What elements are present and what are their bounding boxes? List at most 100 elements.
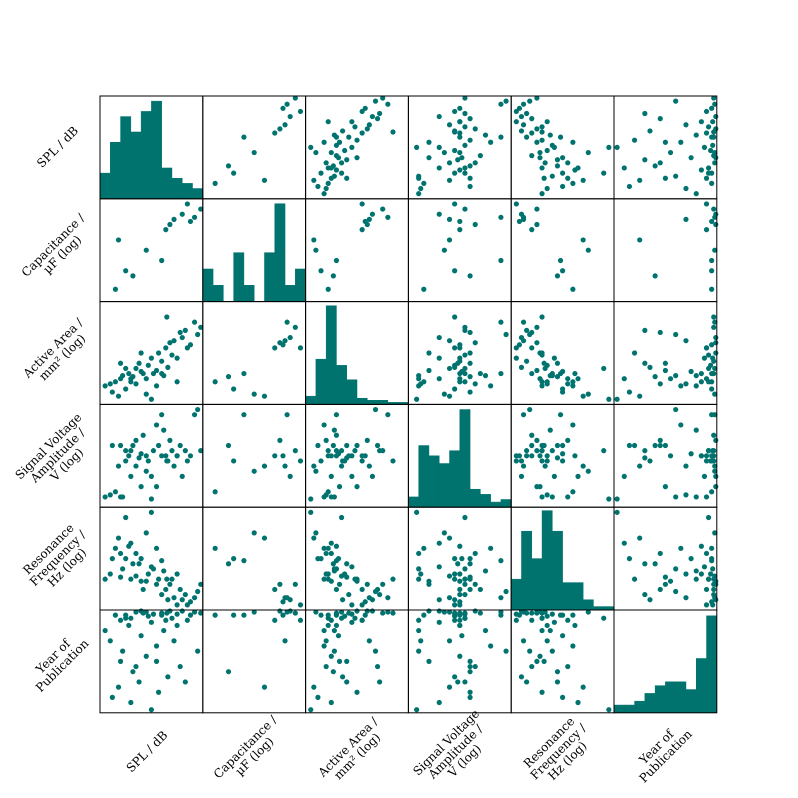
scatter-point bbox=[369, 597, 376, 603]
scatter-point bbox=[308, 144, 314, 150]
scatter-point bbox=[678, 383, 684, 389]
scatter-point bbox=[462, 591, 468, 598]
scatter-point bbox=[539, 191, 545, 197]
scatter-point bbox=[416, 373, 422, 379]
scatter-point bbox=[467, 561, 473, 567]
scatter-point bbox=[452, 129, 458, 135]
scatter-point bbox=[352, 124, 358, 130]
scatter-point bbox=[153, 383, 160, 389]
scatter-point bbox=[436, 540, 442, 546]
scatter-point bbox=[308, 707, 314, 713]
scatter-point bbox=[174, 602, 180, 608]
scatter-point bbox=[709, 257, 715, 264]
scatter-point bbox=[436, 597, 442, 603]
scatter-point bbox=[539, 448, 545, 454]
scatter-point bbox=[529, 130, 535, 136]
scatter-point bbox=[446, 684, 453, 690]
histogram-bar bbox=[336, 365, 347, 405]
histogram-bar bbox=[695, 658, 707, 714]
scatter-point bbox=[380, 448, 386, 454]
scatter-point bbox=[621, 376, 627, 382]
scatter-point bbox=[369, 608, 376, 614]
scatter-point bbox=[711, 432, 717, 438]
scatter-point bbox=[308, 496, 314, 502]
scatter-point bbox=[488, 383, 494, 389]
scatter-point bbox=[161, 568, 167, 574]
scatter-point bbox=[328, 578, 334, 584]
scatter-point bbox=[313, 247, 319, 253]
scatter-point bbox=[713, 484, 719, 490]
scatter-point bbox=[667, 149, 674, 156]
scatter-point bbox=[539, 615, 545, 621]
scatter-point bbox=[282, 638, 288, 644]
scatter-point bbox=[570, 422, 576, 428]
scatter-point bbox=[637, 393, 643, 399]
scatter-point bbox=[117, 442, 124, 449]
scatter-point bbox=[128, 376, 134, 382]
scatter-point bbox=[472, 340, 478, 346]
scatter-point bbox=[631, 576, 638, 582]
scatter-point bbox=[467, 183, 473, 190]
histogram-bar bbox=[480, 494, 491, 508]
scatter-point bbox=[414, 509, 420, 515]
scatter-point bbox=[472, 663, 478, 670]
scatter-point bbox=[184, 617, 190, 623]
scatter-point bbox=[713, 113, 719, 120]
scatter-point bbox=[225, 669, 232, 675]
scatter-point bbox=[673, 173, 679, 179]
histogram-bar bbox=[264, 252, 276, 302]
histogram-bar bbox=[233, 252, 245, 302]
scatter-point bbox=[333, 167, 340, 173]
scatter-point bbox=[167, 221, 173, 228]
scatter-point bbox=[130, 442, 136, 449]
scatter-point bbox=[126, 453, 132, 459]
scatter-point bbox=[712, 319, 718, 325]
scatter-point bbox=[626, 556, 633, 562]
histogram-bar bbox=[274, 203, 286, 302]
scatter-point bbox=[292, 324, 298, 330]
scatter-point bbox=[313, 468, 319, 474]
scatter-point bbox=[710, 119, 716, 125]
histogram-bar bbox=[367, 400, 378, 405]
scatter-point bbox=[261, 535, 268, 541]
scatter-point bbox=[498, 257, 504, 264]
histogram-bar bbox=[181, 183, 193, 200]
scatter-point bbox=[138, 484, 144, 490]
scatter-point bbox=[359, 458, 365, 464]
scatter-point bbox=[441, 149, 447, 156]
scatter-point bbox=[174, 571, 180, 577]
scatter-point bbox=[570, 180, 576, 186]
scatter-point bbox=[652, 374, 658, 380]
scatter-point bbox=[446, 160, 453, 166]
scatter-point bbox=[352, 615, 358, 621]
scatter-point bbox=[169, 448, 175, 454]
scatter-point bbox=[575, 699, 581, 706]
scatter-point bbox=[713, 350, 719, 356]
scatter-point bbox=[179, 211, 185, 217]
scatter-point bbox=[333, 586, 340, 593]
scatter-point bbox=[198, 448, 204, 454]
scatter-point bbox=[315, 556, 321, 562]
scatter-point bbox=[313, 530, 319, 536]
scatter-point bbox=[277, 126, 283, 132]
scatter-point bbox=[107, 492, 113, 498]
scatter-point bbox=[452, 314, 458, 320]
scatter-point bbox=[713, 578, 719, 584]
scatter-point bbox=[421, 379, 427, 385]
scatter-point bbox=[560, 633, 566, 639]
scatter-point bbox=[678, 422, 684, 428]
scatter-point bbox=[107, 381, 113, 387]
scatter-point bbox=[713, 437, 719, 443]
scatter-point bbox=[287, 473, 293, 479]
panel-frame bbox=[613, 609, 718, 714]
scatter-point bbox=[280, 612, 286, 618]
scatter-point bbox=[557, 412, 564, 418]
scatter-point bbox=[333, 543, 340, 549]
histogram-bar bbox=[171, 177, 183, 200]
scatter-point bbox=[436, 619, 442, 625]
scatter-point bbox=[554, 455, 561, 461]
scatter-point bbox=[143, 653, 149, 659]
panel-frame bbox=[613, 198, 718, 303]
scatter-point bbox=[328, 550, 334, 557]
scatter-point bbox=[346, 591, 352, 598]
